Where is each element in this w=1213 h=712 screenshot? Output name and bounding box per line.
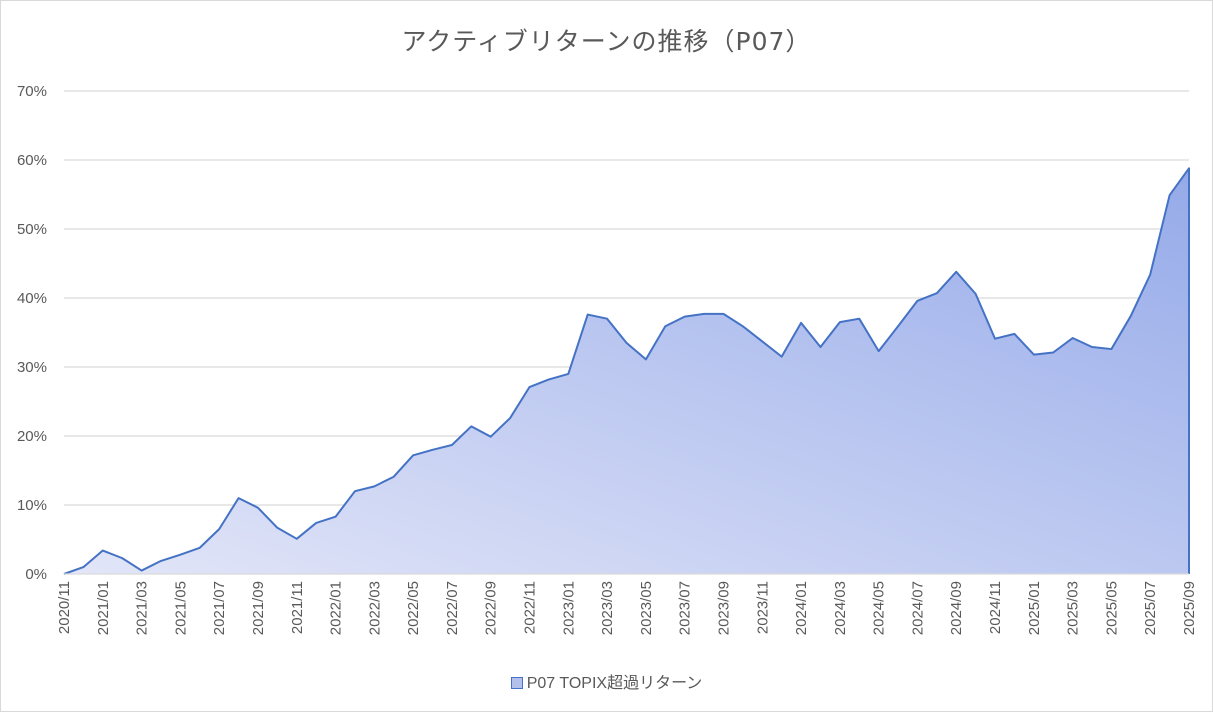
x-tick-label: 2022/09 [483,581,500,635]
x-tick-label: 2022/01 [328,581,345,635]
x-tick-label: 2024/05 [871,581,888,635]
x-tick-label: 2025/03 [1065,581,1082,635]
x-tick-label: 2022/07 [444,581,461,635]
series-area-fill [64,168,1189,574]
x-tick-label: 2023/01 [560,581,577,635]
y-tick-label: 30% [17,359,47,376]
y-axis: 0% 10% 20% 30% 40% 50% 60% 70% [17,83,47,583]
series-area [63,167,1190,575]
x-tick-label: 2021/03 [134,581,151,635]
x-tick-label: 2023/11 [754,581,771,634]
y-tick-label: 60% [17,152,47,169]
x-tick-label: 2022/03 [366,581,383,635]
x-tick-label: 2024/03 [832,581,849,635]
x-tick-label: 2021/01 [95,581,112,635]
y-tick-label: 10% [17,497,47,514]
x-tick-label: 2021/05 [172,581,189,635]
legend-swatch [510,676,523,689]
x-tick-label: 2024/07 [909,581,926,635]
x-tick-label: 2023/05 [638,581,655,635]
y-tick-label: 20% [17,428,47,445]
y-tick-label: 40% [17,290,47,307]
x-tick-label: 2021/09 [250,581,267,635]
legend-label: P07 TOPIX超過リターン [526,675,703,692]
x-tick-label: 2021/11 [289,581,306,634]
x-tick-label: 2025/01 [1026,581,1043,635]
x-tick-label: 2023/07 [677,581,694,635]
x-tick-labels: 2020/11 2021/01 2021/03 2021/05 2021/07 2021/… [56,581,1198,635]
x-tick-label: 2023/09 [715,581,732,635]
legend: P07 TOPIX超過リターン [0,669,1213,693]
x-tick-label: 2025/07 [1142,581,1159,635]
y-tick-label: 0% [25,566,47,583]
x-tick-label: 2021/07 [211,581,228,635]
y-tick-label: 50% [17,221,47,238]
x-tick-label: 2024/11 [987,581,1004,634]
x-tick-label: 2020/11 [56,581,73,634]
x-tick-label: 2025/09 [1181,581,1198,635]
x-tick-label: 2022/05 [405,581,422,635]
x-tick-label: 2024/01 [793,581,810,635]
chart-title: アクティブリターンの推移（P07） [401,27,812,56]
series-line [63,167,1190,575]
x-tick-label: 2022/11 [522,581,539,634]
y-tick-label: 70% [17,83,47,100]
x-tick-label: 2024/09 [948,581,965,635]
x-tick-label: 2023/03 [599,581,616,635]
x-tick-label: 2025/05 [1103,581,1120,635]
